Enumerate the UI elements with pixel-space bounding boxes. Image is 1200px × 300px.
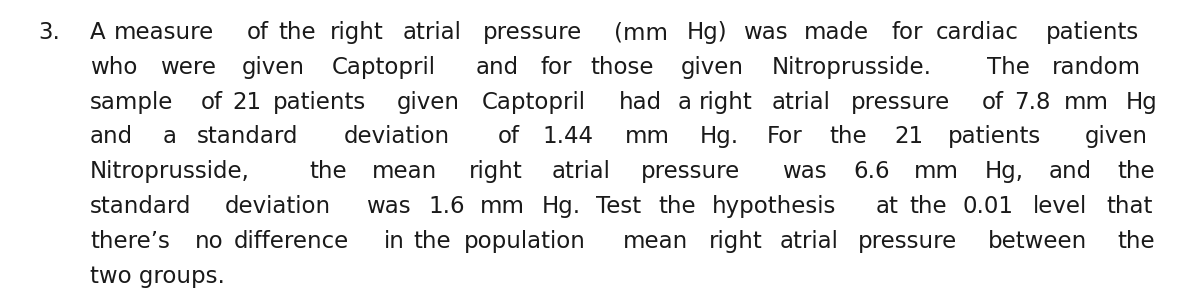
Text: right: right [700,91,752,114]
Text: no: no [194,230,223,253]
Text: measure: measure [114,21,214,44]
Text: patients: patients [948,125,1042,148]
Text: 6.6: 6.6 [853,160,890,183]
Text: 1.44: 1.44 [542,125,594,148]
Text: difference: difference [234,230,349,253]
Text: patients: patients [1046,21,1139,44]
Text: who: who [90,56,137,79]
Text: pressure: pressure [851,91,950,114]
Text: Nitroprusside,: Nitroprusside, [90,160,250,183]
Text: atrial: atrial [780,230,839,253]
Text: mm: mm [914,160,959,183]
Text: and: and [475,56,518,79]
Text: patients: patients [274,91,366,114]
Text: had: had [619,91,662,114]
Text: given: given [680,56,744,79]
Text: for: for [540,56,571,79]
Text: the: the [310,160,347,183]
Text: mean: mean [623,230,688,253]
Text: of: of [982,91,1004,114]
Text: the: the [1118,230,1156,253]
Text: random: random [1051,56,1140,79]
Text: the: the [659,195,696,218]
Text: of: of [200,91,223,114]
Text: made: made [804,21,869,44]
Text: For: For [767,125,803,148]
Text: mm: mm [625,125,670,148]
Text: cardiac: cardiac [936,21,1019,44]
Text: two groups.: two groups. [90,265,224,288]
Text: mm: mm [1064,91,1109,114]
Text: given: given [397,91,460,114]
Text: pressure: pressure [482,21,582,44]
Text: Test: Test [596,195,642,218]
Text: pressure: pressure [858,230,958,253]
Text: at: at [876,195,899,218]
Text: between: between [988,230,1087,253]
Text: mean: mean [372,160,437,183]
Text: population: population [463,230,586,253]
Text: in: in [384,230,406,253]
Text: standard: standard [90,195,192,218]
Text: 7.8: 7.8 [1014,91,1050,114]
Text: 0.01: 0.01 [962,195,1014,218]
Text: atrial: atrial [772,91,830,114]
Text: the: the [829,125,866,148]
Text: 21: 21 [894,125,923,148]
Text: right: right [709,230,763,253]
Text: mm: mm [480,195,524,218]
Text: and: and [1049,160,1092,183]
Text: A: A [90,21,106,44]
Text: and: and [90,125,133,148]
Text: pressure: pressure [641,160,740,183]
Text: the: the [413,230,451,253]
Text: the: the [278,21,316,44]
Text: deviation: deviation [344,125,450,148]
Text: a: a [678,91,691,114]
Text: the: the [1118,160,1156,183]
Text: hypothesis: hypothesis [712,195,835,218]
Text: there’s: there’s [90,230,170,253]
Text: The: The [986,56,1030,79]
Text: Hg,: Hg, [985,160,1025,183]
Text: Hg): Hg) [688,21,728,44]
Text: of: of [498,125,520,148]
Text: right: right [330,21,384,44]
Text: that: that [1106,195,1153,218]
Text: standard: standard [197,125,299,148]
Text: atrial: atrial [403,21,462,44]
Text: was: was [366,195,410,218]
Text: Nitroprusside.: Nitroprusside. [772,56,931,79]
Text: 3.: 3. [38,21,60,44]
Text: Hg.: Hg. [700,125,738,148]
Text: 1.6: 1.6 [428,195,464,218]
Text: deviation: deviation [226,195,331,218]
Text: 21: 21 [233,91,262,114]
Text: level: level [1032,195,1087,218]
Text: of: of [246,21,269,44]
Text: atrial: atrial [552,160,611,183]
Text: right: right [469,160,523,183]
Text: the: the [910,195,947,218]
Text: Captopril: Captopril [332,56,436,79]
Text: was: was [782,160,827,183]
Text: those: those [590,56,654,79]
Text: given: given [241,56,305,79]
Text: Hg: Hg [1126,91,1157,114]
Text: were: were [161,56,216,79]
Text: was: was [743,21,787,44]
Text: Hg.: Hg. [541,195,581,218]
Text: a: a [162,125,176,148]
Text: sample: sample [90,91,173,114]
Text: (mm: (mm [614,21,668,44]
Text: for: for [892,21,923,44]
Text: given: given [1085,125,1148,148]
Text: Captopril: Captopril [481,91,586,114]
